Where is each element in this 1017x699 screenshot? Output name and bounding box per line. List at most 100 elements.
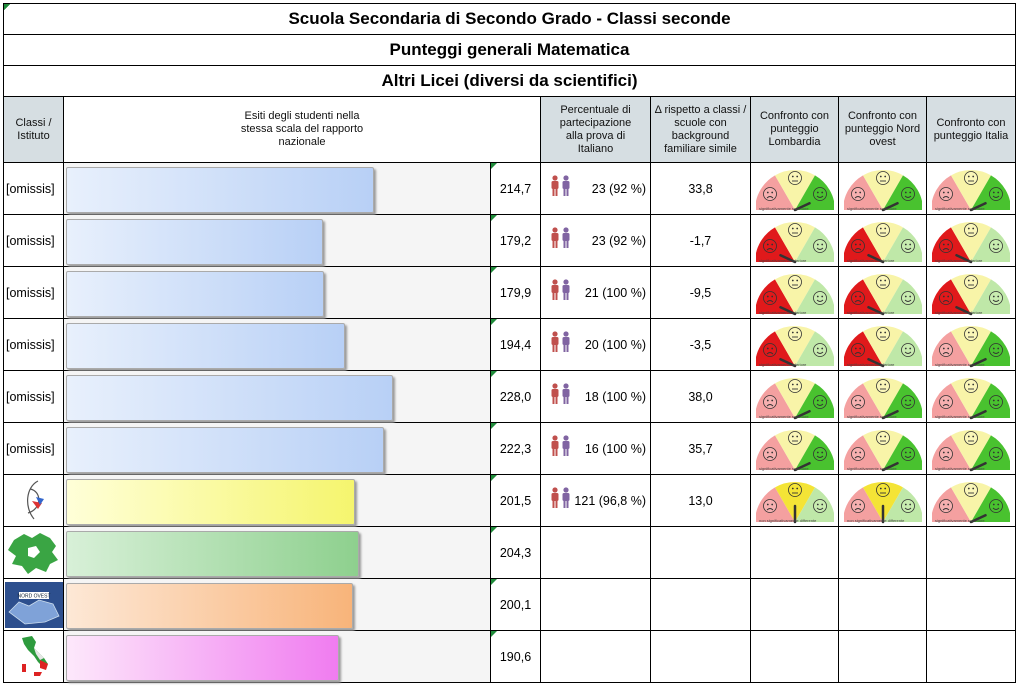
comparison-gauge-icon	[932, 482, 1010, 524]
table-row: 190,6	[3, 630, 1016, 683]
nord-ovest-map-icon: NORD OVEST	[5, 582, 63, 628]
comparison-gauge-icon	[756, 170, 834, 212]
score-value: 228,0	[490, 370, 541, 423]
comparison-cell: significativamente superiore	[926, 422, 1016, 475]
score-bar	[66, 583, 353, 629]
score-value: 214,7	[490, 162, 541, 215]
students-icon	[551, 383, 570, 404]
delta-value: 33,8	[3, 3, 751, 215]
score-bar	[66, 427, 384, 473]
comparison-gauge-icon	[844, 222, 922, 264]
row-logo-cell	[3, 630, 64, 683]
comparison-caption: significativamente inferiore	[759, 258, 807, 263]
row-name: [omissis]	[3, 266, 64, 319]
students-icon	[551, 279, 570, 300]
score-bar-cell	[63, 370, 491, 423]
comparison-caption: significativamente inferiore	[935, 258, 983, 263]
header-confronto-italia: Confronto con punteggio Italia	[926, 96, 1016, 163]
participation-value: 23 (92 %)	[591, 182, 646, 196]
comparison-gauge-icon	[844, 170, 922, 212]
score-bar	[66, 219, 323, 265]
comparison-gauge-icon	[932, 222, 1010, 264]
score-bar	[66, 531, 359, 577]
delta-value	[650, 578, 751, 631]
comparison-caption: significativamente inferiore	[935, 310, 983, 315]
title-school-type: Altri Licei (diversi da scientifici)	[3, 65, 1016, 97]
comparison-cell: non significativamente differente	[838, 474, 927, 527]
comparison-cell	[838, 630, 927, 683]
comparison-caption: significativamente superiore	[935, 362, 985, 367]
comparison-cell: significativamente superiore	[750, 370, 839, 423]
students-icon	[551, 435, 570, 456]
students-icon	[551, 331, 570, 352]
comparison-gauge-icon	[932, 430, 1010, 472]
table-row: NORD OVEST 200,1	[3, 578, 1016, 631]
score-bar	[66, 479, 355, 525]
score-bar	[66, 271, 324, 317]
comparison-cell: significativamente superiore	[750, 162, 839, 215]
score-value: 179,9	[490, 266, 541, 319]
comparison-gauge-icon	[844, 326, 922, 368]
header-esiti: Esiti degli studenti nella stessa scala …	[63, 96, 541, 163]
comparison-gauge-icon	[932, 274, 1010, 316]
row-name: [omissis]	[3, 422, 64, 475]
score-bar-cell	[63, 578, 491, 631]
participation-value: 21 (100 %)	[584, 286, 646, 300]
comparison-cell: significativamente inferiore	[838, 318, 927, 371]
row-name: [omissis]	[3, 370, 64, 423]
score-bar-cell	[63, 422, 491, 475]
score-value: 194,4	[490, 318, 541, 371]
comparison-caption: non significativamente differente	[759, 518, 817, 523]
table-row: [omissis] 179,2 23 (92 %) -1,7 significat…	[3, 3, 1016, 267]
comparison-cell: significativamente inferiore	[750, 214, 839, 267]
header-classi: Classi / Istituto	[3, 96, 64, 163]
comparison-cell: significativamente superiore	[926, 370, 1016, 423]
comparison-caption: significativamente inferiore	[847, 310, 895, 315]
delta-value: -9,5	[3, 3, 751, 319]
delta-value: 38,0	[3, 3, 751, 423]
comparison-cell: significativamente superiore	[926, 162, 1016, 215]
table-body: [omissis] 214,7 23 (92 %) 33,8 significat…	[3, 3, 1016, 683]
results-table: Scuola Secondaria di Secondo Grado - Cla…	[3, 3, 1016, 683]
comparison-gauge-icon	[756, 482, 834, 524]
participation-cell: 20 (100 %)	[540, 318, 651, 371]
comparison-gauge-icon	[844, 482, 922, 524]
title-subject: Punteggi generali Matematica	[3, 34, 1016, 66]
comparison-cell: significativamente inferiore	[926, 266, 1016, 319]
table-row: [omissis] 228,0 18 (100 %) 38,0 significa…	[3, 3, 1016, 423]
header-confronto-nord-ovest: Confronto con punteggio Nord ovest	[838, 96, 927, 163]
score-bar-cell	[63, 526, 491, 579]
participation-cell: 23 (92 %)	[540, 162, 651, 215]
comparison-gauge-icon	[932, 378, 1010, 420]
comparison-gauge-icon	[756, 274, 834, 316]
table-row: [omissis] 214,7 23 (92 %) 33,8 significat…	[3, 3, 1016, 215]
comparison-cell: significativamente superiore	[838, 370, 927, 423]
score-bar-cell	[63, 318, 491, 371]
comparison-cell: significativamente superiore	[926, 318, 1016, 371]
comparison-gauge-icon	[844, 378, 922, 420]
comparison-gauge-icon	[844, 430, 922, 472]
comparison-cell: significativamente superiore	[750, 422, 839, 475]
participation-cell: 16 (100 %)	[540, 422, 651, 475]
comparison-cell: significativamente inferiore	[750, 318, 839, 371]
header-delta: Δ rispetto a classi / scuole con backgro…	[650, 96, 751, 163]
comparison-cell: significativamente superiore	[838, 162, 927, 215]
score-bar-cell	[63, 214, 491, 267]
delta-value: -1,7	[3, 3, 751, 267]
comparison-caption: significativamente inferiore	[759, 362, 807, 367]
comparison-cell: significativamente superiore	[838, 422, 927, 475]
comparison-cell	[750, 630, 839, 683]
participation-cell: 21 (100 %)	[540, 266, 651, 319]
delta-value: -3,5	[3, 3, 751, 371]
row-logo-cell: NORD OVEST	[3, 578, 64, 631]
row-name: [omissis]	[3, 214, 64, 267]
students-icon	[551, 175, 570, 196]
comparison-caption: significativamente superiore	[759, 466, 809, 471]
participation-value: 16 (100 %)	[584, 442, 646, 456]
comparison-caption: significativamente superiore	[935, 414, 985, 419]
comparison-cell	[926, 578, 1016, 631]
score-bar-cell	[63, 162, 491, 215]
delta-value	[650, 630, 751, 683]
participation-cell	[540, 526, 651, 579]
